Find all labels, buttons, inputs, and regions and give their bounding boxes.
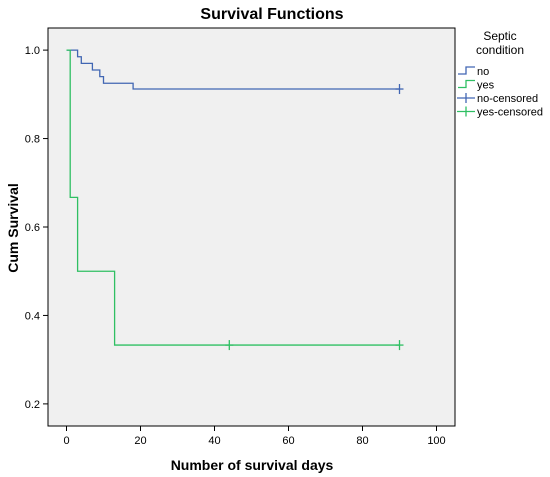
- x-axis-ticks: 0 20 40 60 80 100: [63, 426, 446, 447]
- censor-mark-yes: [225, 340, 234, 351]
- x-tick-label: 100: [427, 435, 445, 447]
- legend-label: yes-censored: [477, 107, 543, 119]
- legend-label: no-censored: [477, 93, 538, 105]
- plot-area: [47, 27, 456, 427]
- legend-label: yes: [477, 80, 495, 92]
- legend-item-yes: yes: [458, 80, 495, 92]
- series-line-yes: [66, 49, 400, 346]
- x-tick-label: 60: [282, 435, 294, 447]
- x-tick-label: 0: [63, 435, 69, 447]
- y-axis-label: Cum Survival: [5, 183, 21, 272]
- legend-item-no: no: [458, 66, 489, 78]
- y-tick-label: 0.4: [25, 310, 40, 322]
- x-tick-label: 80: [356, 435, 368, 447]
- censor-mark-no: [395, 84, 404, 95]
- y-tick-label: 0.2: [25, 399, 40, 411]
- censor-mark-yes: [395, 340, 404, 351]
- series-layer: [66, 49, 404, 351]
- legend-swatch-step: [458, 79, 475, 89]
- chart-title: Survival Functions: [200, 6, 343, 23]
- legend-swatch-step: [458, 66, 475, 75]
- legend-title-line-1: Septic: [483, 29, 516, 43]
- legend-item-yes-censored: yes-censored: [457, 106, 543, 119]
- legend-item-no-censored: no-censored: [457, 93, 538, 105]
- x-axis-label: Number of survival days: [171, 457, 334, 473]
- series-line-no: [66, 49, 400, 90]
- x-tick-label: 40: [208, 435, 220, 447]
- y-tick-label: 0.8: [25, 134, 40, 146]
- x-tick-label: 20: [134, 435, 146, 447]
- y-tick-label: 0.6: [25, 222, 40, 234]
- legend-label: no: [477, 66, 489, 78]
- y-axis-ticks: 0.2 0.4 0.6 0.8 1.0: [25, 45, 48, 411]
- y-tick-label: 1.0: [25, 45, 40, 57]
- legend-title-line-2: condition: [476, 43, 524, 57]
